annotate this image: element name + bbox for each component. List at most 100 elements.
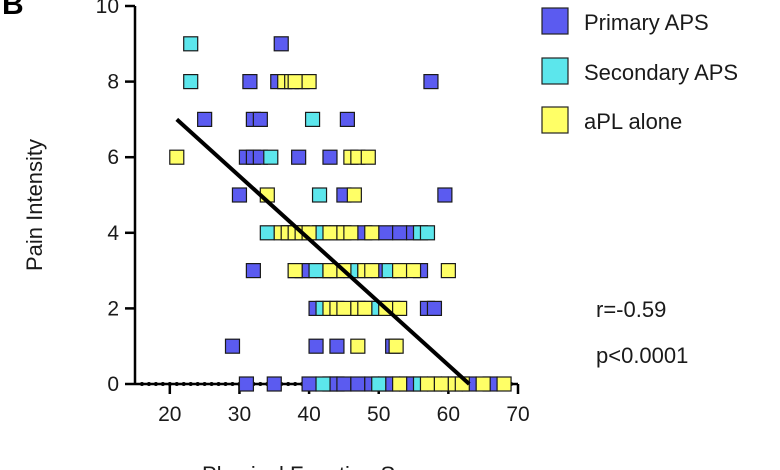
- data-point-apl-alone: [496, 376, 512, 392]
- data-point-apl-alone: [392, 263, 408, 279]
- data-point-apl-alone: [357, 300, 373, 316]
- zero-line-dot: [160, 382, 165, 386]
- data-point-secondary-aps: [315, 376, 331, 392]
- axes: 0 2 4 6 8 10 20 30 40 50 60 70: [96, 0, 530, 426]
- data-point-secondary-aps: [308, 263, 324, 279]
- data-point-secondary-aps: [419, 225, 436, 241]
- zero-line-dot: [216, 382, 221, 386]
- data-point-primary-aps: [231, 187, 248, 203]
- legend-label-secondary-aps: Secondary APS: [584, 60, 738, 85]
- zero-line-dot: [202, 382, 207, 386]
- legend-label-apl-alone: aPL alone: [584, 109, 682, 134]
- data-point-apl-alone: [322, 263, 338, 279]
- legend-label-primary-aps: Primary APS: [584, 10, 709, 35]
- data-point-apl-alone: [364, 263, 380, 279]
- legend-swatch-primary-aps: [541, 7, 569, 35]
- data-point-apl-alone: [301, 73, 317, 90]
- y-tick-label: 0: [107, 373, 119, 396]
- legend-swatch-secondary-aps: [541, 57, 569, 85]
- data-point-apl-alone: [350, 338, 366, 354]
- data-point-primary-aps: [308, 338, 324, 354]
- x-tick-label: 40: [297, 403, 320, 426]
- y-tick-label: 4: [107, 222, 119, 245]
- regression-line: [175, 117, 471, 386]
- data-point-secondary-aps: [263, 149, 279, 165]
- data-points: [169, 36, 512, 392]
- data-point-primary-aps: [197, 111, 213, 128]
- data-point-apl-alone: [475, 376, 491, 392]
- zero-line-dot: [209, 382, 214, 386]
- data-point-primary-aps: [245, 263, 261, 279]
- y-axis-title: Pain Intensity: [22, 139, 47, 271]
- zero-line-dot: [153, 382, 158, 386]
- zero-line-dot: [195, 382, 200, 386]
- zero-line-dot: [167, 382, 172, 386]
- correlation-annotation: r=-0.59: [596, 297, 666, 322]
- data-point-primary-aps: [266, 376, 282, 392]
- zero-line-dot: [146, 382, 151, 386]
- data-point-apl-alone: [433, 376, 449, 392]
- x-tick-label: 60: [437, 403, 460, 426]
- data-point-apl-alone: [364, 225, 380, 241]
- data-point-primary-aps: [350, 376, 366, 392]
- data-point-apl-alone: [419, 376, 436, 392]
- data-point-primary-aps: [322, 149, 338, 165]
- x-tick-label: 70: [506, 403, 529, 426]
- data-point-primary-aps: [336, 376, 352, 392]
- data-point-primary-aps: [392, 225, 408, 241]
- y-tick-label: 10: [96, 0, 119, 18]
- data-point-primary-aps: [378, 225, 394, 241]
- data-point-secondary-aps: [259, 225, 275, 241]
- data-point-apl-alone: [440, 263, 456, 279]
- data-point-secondary-aps: [183, 73, 199, 90]
- data-point-secondary-aps: [311, 187, 328, 203]
- zero-line-dot: [293, 382, 298, 386]
- data-point-primary-aps: [238, 376, 255, 392]
- data-point-apl-alone: [343, 225, 359, 241]
- data-point-primary-aps: [252, 111, 268, 128]
- data-point-primary-aps: [291, 149, 307, 165]
- data-point-primary-aps: [224, 338, 241, 354]
- y-ticks: 0 2 4 6 8 10: [96, 0, 135, 396]
- data-point-primary-aps: [423, 73, 439, 90]
- x-tick-label: 50: [367, 403, 390, 426]
- data-point-secondary-aps: [371, 376, 387, 392]
- zero-line-dot: [139, 382, 144, 386]
- data-point-apl-alone: [287, 263, 303, 279]
- data-point-primary-aps: [437, 187, 453, 203]
- x-axis-title: Physical Function Score: [202, 462, 438, 470]
- zero-line-dot: [181, 382, 186, 386]
- data-point-primary-aps: [273, 36, 289, 52]
- data-point-primary-aps: [426, 300, 443, 316]
- y-tick-label: 8: [107, 71, 119, 94]
- data-point-apl-alone: [360, 149, 376, 165]
- zero-line-dot: [258, 382, 263, 386]
- data-point-primary-aps: [329, 338, 345, 354]
- data-point-secondary-aps: [183, 36, 199, 52]
- p-value-annotation: p<0.0001: [596, 343, 688, 368]
- zero-line-dot: [286, 382, 291, 386]
- data-point-apl-alone: [388, 338, 404, 354]
- data-point-apl-alone: [287, 73, 303, 90]
- zero-line-dot: [223, 382, 228, 386]
- data-point-secondary-aps: [304, 111, 321, 128]
- y-tick-label: 6: [107, 146, 119, 169]
- data-point-apl-alone: [322, 225, 338, 241]
- panel-label: B: [2, 0, 24, 21]
- x-tick-label: 20: [158, 403, 181, 426]
- zero-line-dot: [230, 382, 235, 386]
- data-point-primary-aps: [242, 73, 258, 90]
- data-point-apl-alone: [392, 376, 408, 392]
- data-point-primary-aps: [339, 111, 355, 128]
- legend-swatch-apl-alone: [541, 106, 569, 134]
- data-point-apl-alone: [346, 187, 362, 203]
- zero-line-dot: [174, 382, 179, 386]
- data-point-apl-alone: [336, 300, 352, 316]
- x-tick-label: 30: [228, 403, 251, 426]
- data-point-apl-alone: [405, 263, 422, 279]
- data-point-primary-aps: [301, 376, 317, 392]
- data-point-apl-alone: [169, 149, 185, 165]
- legend: Primary APS Secondary APS aPL alone: [541, 7, 738, 134]
- y-tick-label: 2: [107, 297, 119, 320]
